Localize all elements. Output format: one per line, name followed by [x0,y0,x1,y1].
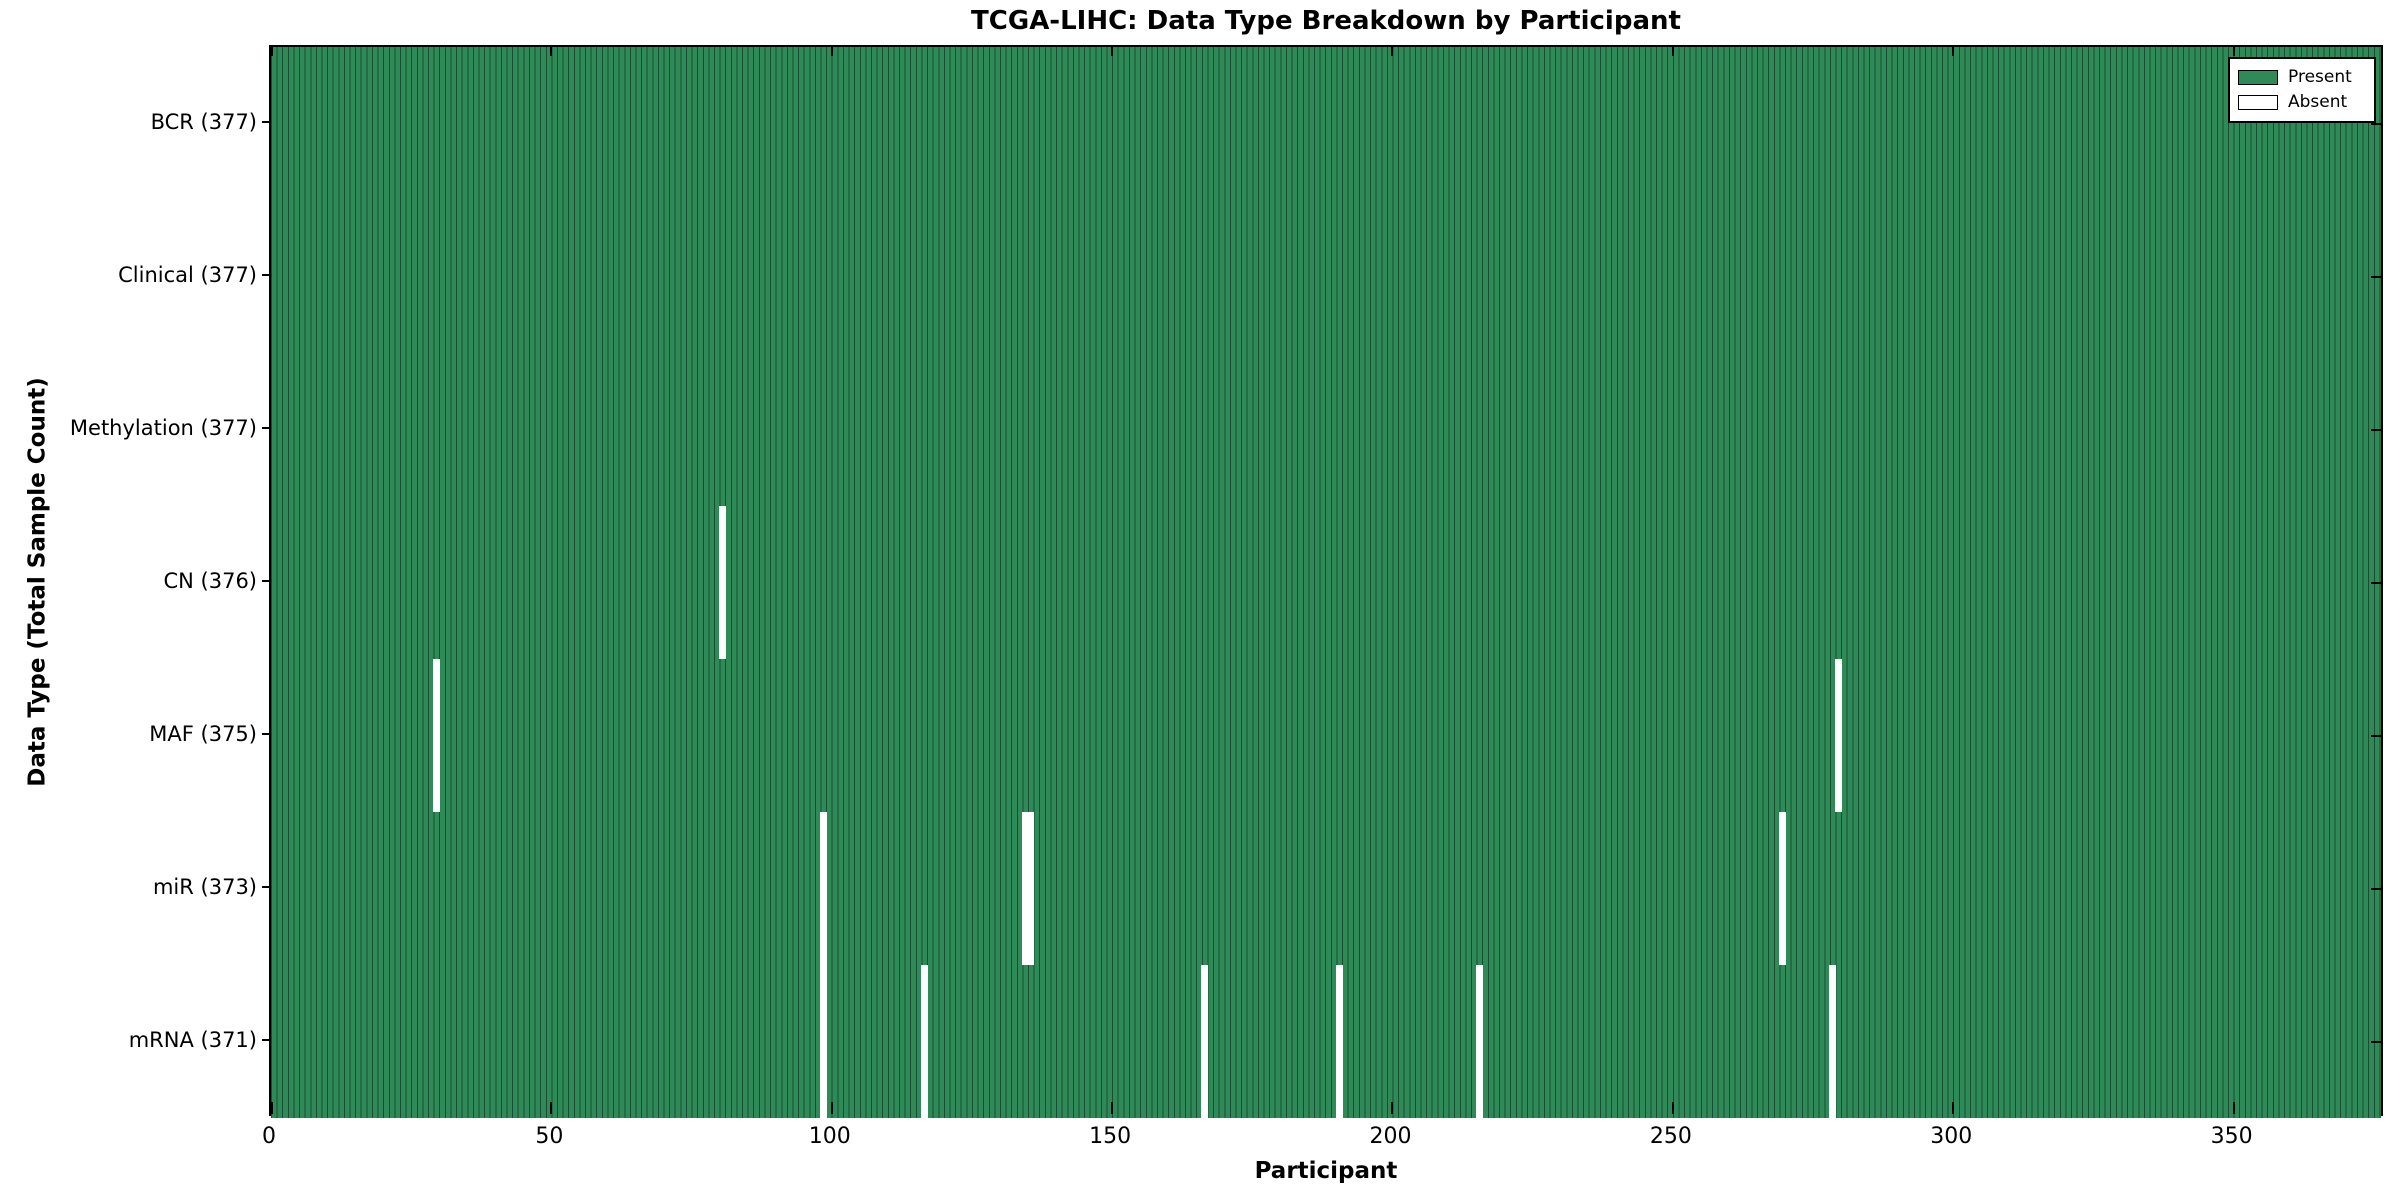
absent-stripe-mRNA-116 [920,965,928,1118]
legend-absent-label: Absent [2288,92,2348,112]
absent-swatch-icon [2238,95,2278,110]
x-axis-title: Participant [1254,1158,1398,1184]
xtick-mark-bottom-250 [1671,1102,1674,1114]
ytick-mark-left-mRNA [262,1038,269,1041]
absent-stripe-miR-269 [1778,812,1786,965]
xtick-mark-bottom-200 [1391,1102,1394,1114]
absent-stripe-mRNA-166 [1201,965,1209,1118]
xtick-mark-bottom-50 [550,1102,553,1114]
absent-stripe-mRNA-98 [819,965,827,1118]
absent-stripe-MAF-279 [1834,659,1842,812]
ytick-label-MAF: MAF (375) [149,721,257,746]
xtick-label-100: 100 [808,1124,851,1149]
xtick-mark-top-200 [1391,47,1394,56]
data-row-MAF [271,659,2381,812]
absent-stripe-miR-134 [1021,812,1029,965]
ytick-label-Clinical: Clinical (377) [118,262,257,287]
plot-area [269,45,2383,1118]
absent-stripe-MAF-29 [432,659,440,812]
ytick-label-miR: miR (373) [152,874,257,899]
legend-entry-present: Present [2238,69,2366,86]
data-row-CN [271,506,2381,659]
xtick-mark-top-250 [1671,47,1674,56]
ytick-label-mRNA: mRNA (371) [128,1027,257,1052]
ytick-mark-right-Methylation [2371,428,2381,431]
xtick-mark-top-350 [2232,47,2235,56]
absent-stripe-mRNA-190 [1335,965,1343,1118]
data-row-BCR [271,47,2381,200]
ytick-mark-left-miR [262,885,269,888]
data-row-Methylation [271,353,2381,506]
ytick-mark-right-BCR [2371,122,2381,125]
xtick-mark-top-100 [830,47,833,56]
xtick-mark-bottom-350 [2232,1102,2235,1114]
absent-stripe-mRNA-215 [1475,965,1483,1118]
xtick-label-250: 250 [1649,1124,1692,1149]
legend-present-label: Present [2288,67,2352,87]
ytick-mark-right-Clinical [2371,275,2381,278]
ytick-mark-right-CN [2371,581,2381,584]
ytick-label-Methylation: Methylation (377) [69,415,257,440]
xtick-label-350: 350 [2210,1124,2253,1149]
xtick-mark-bottom-100 [830,1102,833,1114]
ytick-mark-left-Methylation [262,426,269,429]
xtick-mark-top-0 [271,47,273,56]
xtick-mark-bottom-300 [1952,1102,1955,1114]
xtick-mark-bottom-0 [271,1102,273,1114]
ytick-mark-right-miR [2371,887,2381,890]
xtick-label-200: 200 [1369,1124,1412,1149]
xtick-mark-bottom-150 [1111,1102,1114,1114]
ytick-mark-left-Clinical [262,273,269,276]
legend: Present Absent [2228,57,2376,123]
xtick-label-150: 150 [1089,1124,1132,1149]
xtick-label-0: 0 [262,1124,276,1149]
data-row-Clinical [271,200,2381,353]
ytick-mark-right-mRNA [2371,1040,2381,1043]
absent-stripe-miR-98 [819,812,827,965]
xtick-mark-top-300 [1952,47,1955,56]
ytick-mark-left-CN [262,579,269,582]
xtick-label-50: 50 [535,1124,564,1149]
absent-stripe-mRNA-278 [1829,965,1837,1118]
data-row-miR [271,812,2381,965]
chart-title: TCGA-LIHC: Data Type Breakdown by Partic… [971,6,1681,36]
ytick-mark-left-MAF [262,732,269,735]
absent-stripe-miR-135 [1027,812,1035,965]
legend-entry-absent: Absent [2238,94,2366,111]
data-row-mRNA [271,965,2381,1118]
xtick-mark-top-150 [1111,47,1114,56]
absent-stripe-CN-80 [718,506,726,659]
ytick-label-CN: CN (376) [163,568,257,593]
xtick-label-300: 300 [1930,1124,1973,1149]
xtick-mark-top-50 [550,47,553,56]
present-swatch-icon [2238,70,2278,85]
ytick-label-BCR: BCR (377) [150,109,257,134]
ytick-mark-left-BCR [262,120,269,123]
ytick-mark-right-MAF [2371,734,2381,737]
